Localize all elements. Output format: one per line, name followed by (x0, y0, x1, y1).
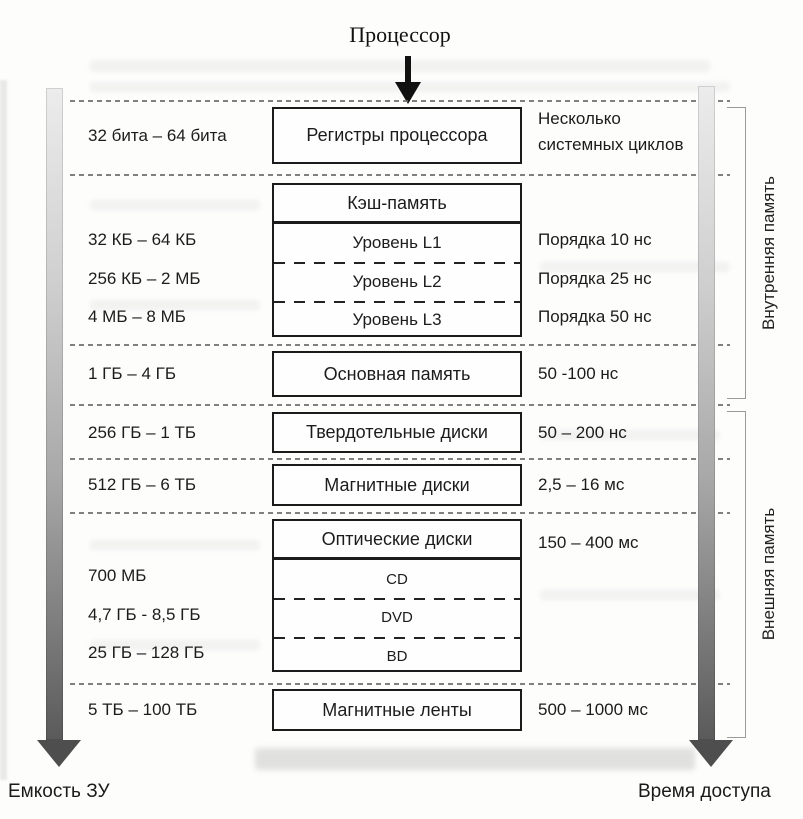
section-divider (70, 683, 730, 685)
registers-time: Несколько системных циклов (538, 109, 684, 154)
cache-level-l3: Уровень L3 (274, 301, 520, 339)
bleed-through-line (90, 60, 710, 72)
bleed-through-line (540, 590, 720, 600)
ssd-box: Твердотельные диски (272, 412, 522, 453)
ssd-capacity: 256 ГБ – 1 ТБ (88, 422, 197, 442)
access-time-axis-label: Время доступа (638, 781, 771, 802)
registers-capacity: 32 бита – 64 бита (88, 125, 227, 145)
bleed-through-line (540, 262, 730, 272)
cache-l2-time: Порядка 25 нс (538, 268, 652, 288)
optical-time: 150 – 400 мс (538, 533, 639, 552)
bleed-through-line (90, 640, 260, 650)
processor-label: Процессор (349, 22, 451, 47)
cache-l3-time: Порядка 50 нс (538, 307, 652, 326)
optical-dvd: DVD (274, 598, 520, 637)
processor-down-arrow-icon (395, 56, 421, 104)
cache-level-l2: Уровень L2 (274, 262, 520, 301)
section-divider (70, 344, 730, 346)
access-time-axis-arrow-bar (698, 86, 715, 740)
internal-memory-bracket (727, 107, 746, 399)
cache-level-l1: Уровень L1 (352, 233, 442, 252)
cache-l1-time: Порядка 10 нс (538, 230, 652, 249)
scan-edge-left (0, 80, 7, 780)
section-divider (70, 512, 730, 514)
registers-box: Регистры процессора (272, 107, 522, 164)
cd-capacity: 700 МБ (88, 566, 147, 585)
capacity-axis-arrow-bar (46, 88, 63, 740)
optical-cd: CD (386, 570, 408, 588)
tape-box: Магнитные ленты (272, 689, 522, 731)
internal-memory-label: Внутренняя память (759, 175, 778, 331)
bd-capacity: 25 ГБ – 128 ГБ (88, 643, 205, 662)
cache-box: Кэш-память Уровень L1 Уровень L2 Уровень… (272, 183, 522, 339)
main-memory-capacity: 1 ГБ – 4 ГБ (88, 364, 176, 383)
dvd-capacity: 4,7 ГБ - 8,5 ГБ (88, 604, 201, 624)
hdd-capacity: 512 ГБ – 6 ТБ (88, 475, 197, 494)
bleed-through-line (90, 200, 260, 210)
cache-title: Кэш-память (274, 185, 520, 224)
optical-bd: BD (274, 637, 520, 675)
bleed-through-line (90, 300, 260, 310)
main-memory-time: 50 -100 нс (538, 364, 619, 383)
section-divider (70, 174, 730, 176)
tape-time: 500 – 1000 мс (538, 700, 648, 719)
cache-l3-capacity: 4 МБ – 8 МБ (88, 307, 186, 326)
optical-title: Оптические диски (274, 521, 520, 560)
ssd-time: 50 – 200 нс (538, 422, 627, 442)
bleed-through-line (540, 430, 720, 440)
section-divider (70, 100, 730, 102)
hdd-box: Магнитные диски (272, 464, 522, 506)
bleed-through-line (90, 540, 260, 550)
bleed-through-heading (255, 748, 695, 770)
external-memory-bracket (727, 411, 746, 738)
external-memory-label: Внешняя память (759, 507, 778, 641)
capacity-axis-arrowhead-icon (37, 740, 81, 767)
main-memory-box: Основная память (272, 351, 522, 397)
hdd-time: 2,5 – 16 мс (538, 475, 625, 494)
tape-capacity: 5 ТБ – 100 ТБ (88, 700, 198, 719)
section-divider (70, 458, 730, 460)
section-divider (70, 404, 730, 406)
cache-l1-capacity: 32 КБ – 64 КБ (88, 230, 197, 249)
capacity-axis-label: Емкость ЗУ (8, 781, 110, 802)
optical-box: Оптические диски CD DVD BD (272, 519, 522, 675)
cache-l2-capacity: 256 КБ – 2 МБ (88, 268, 201, 288)
access-time-axis-arrowhead-icon (689, 740, 733, 767)
